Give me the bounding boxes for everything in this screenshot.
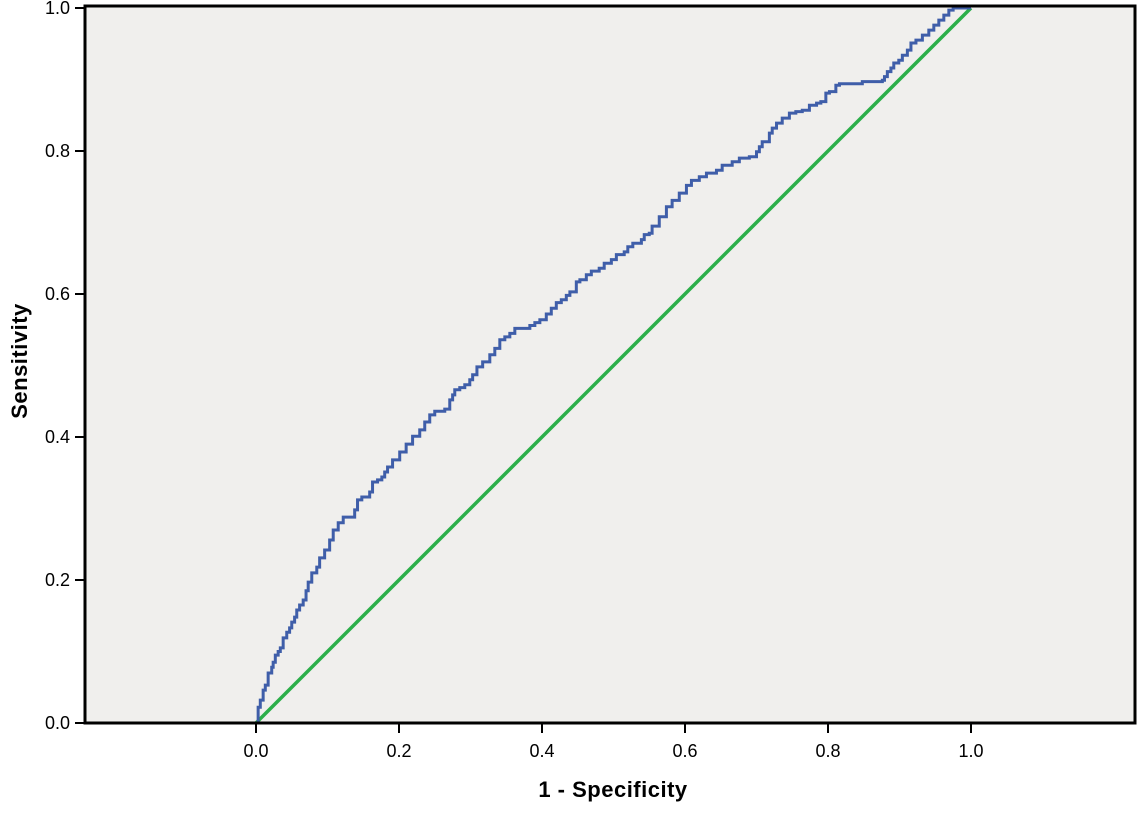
y-axis-tick-label: 0.6 bbox=[45, 284, 70, 304]
x-axis-tick-label: 1.0 bbox=[958, 741, 983, 761]
y-axis-tick-label: 0.4 bbox=[45, 427, 70, 447]
x-axis-tick-label: 0.6 bbox=[672, 741, 697, 761]
y-axis-tick-label: 0.2 bbox=[45, 570, 70, 590]
y-axis-title: Sensitivity bbox=[7, 303, 32, 419]
x-axis-tick-label: 0.2 bbox=[386, 741, 411, 761]
plot-frame bbox=[83, 4, 1137, 725]
reference-line bbox=[254, 6, 973, 725]
roc-curve-line bbox=[256, 6, 971, 725]
x-axis-title: 1 - Specificity bbox=[538, 777, 688, 802]
plot-area bbox=[85, 6, 1135, 723]
x-axis-tick-label: 0.8 bbox=[815, 741, 840, 761]
y-axis-tick-label: 1.0 bbox=[45, 0, 70, 18]
y-axis-tick-label: 0.8 bbox=[45, 141, 70, 161]
y-axis-tick-label: 0.0 bbox=[45, 713, 70, 733]
x-axis-tick-label: 0.0 bbox=[243, 741, 268, 761]
x-axis-tick-label: 0.4 bbox=[529, 741, 554, 761]
